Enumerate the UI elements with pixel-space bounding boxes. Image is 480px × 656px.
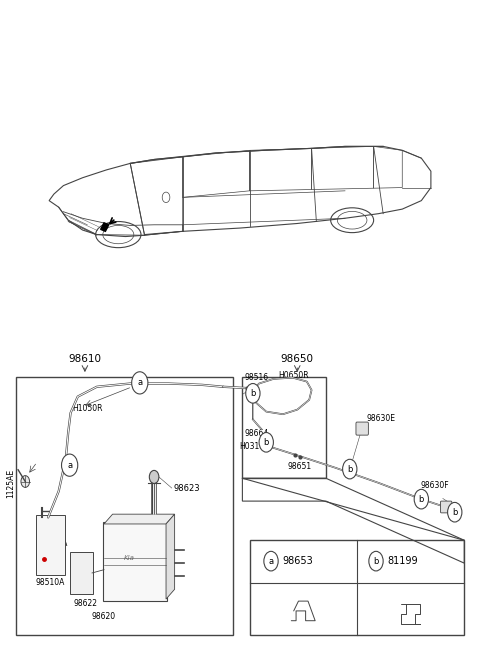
FancyBboxPatch shape <box>441 501 452 513</box>
FancyBboxPatch shape <box>103 522 168 601</box>
Text: b: b <box>347 464 352 474</box>
Text: a: a <box>268 557 274 565</box>
Text: 98622: 98622 <box>74 599 98 608</box>
Text: b: b <box>419 495 424 504</box>
Text: 98650: 98650 <box>281 354 314 364</box>
Circle shape <box>149 470 159 483</box>
Text: 98623: 98623 <box>173 483 200 493</box>
Text: 98610: 98610 <box>69 354 101 364</box>
Text: b: b <box>264 438 269 447</box>
FancyBboxPatch shape <box>70 552 93 594</box>
Text: a: a <box>137 379 143 388</box>
Text: 81199: 81199 <box>387 556 418 566</box>
Text: a: a <box>67 461 72 470</box>
Polygon shape <box>166 514 175 599</box>
Text: b: b <box>250 389 255 398</box>
Circle shape <box>246 384 260 403</box>
Circle shape <box>21 476 30 487</box>
FancyBboxPatch shape <box>356 422 368 435</box>
Text: 1125AE: 1125AE <box>6 469 15 498</box>
Text: 98664: 98664 <box>245 429 269 438</box>
Text: H0310R: H0310R <box>239 442 270 451</box>
Text: 98630E: 98630E <box>366 414 396 422</box>
Text: 98651: 98651 <box>288 462 312 471</box>
Text: b: b <box>452 508 457 517</box>
Text: 98653: 98653 <box>282 556 313 566</box>
Text: Kia: Kia <box>124 555 135 561</box>
Text: 98630F: 98630F <box>420 481 449 490</box>
Circle shape <box>61 454 78 476</box>
Text: 98516: 98516 <box>245 373 269 382</box>
Circle shape <box>264 551 278 571</box>
Circle shape <box>414 489 429 509</box>
Text: b: b <box>373 557 379 565</box>
Circle shape <box>259 432 274 452</box>
Polygon shape <box>104 514 175 524</box>
Circle shape <box>369 551 383 571</box>
Text: H1050R: H1050R <box>72 404 103 413</box>
Text: 98510A: 98510A <box>36 577 65 586</box>
Circle shape <box>447 502 462 522</box>
Text: 98515A: 98515A <box>38 539 68 548</box>
Text: 98620: 98620 <box>92 612 116 621</box>
Circle shape <box>132 372 148 394</box>
FancyBboxPatch shape <box>36 516 65 575</box>
Circle shape <box>343 459 357 479</box>
Polygon shape <box>101 223 109 232</box>
Text: H0650R: H0650R <box>278 371 309 380</box>
